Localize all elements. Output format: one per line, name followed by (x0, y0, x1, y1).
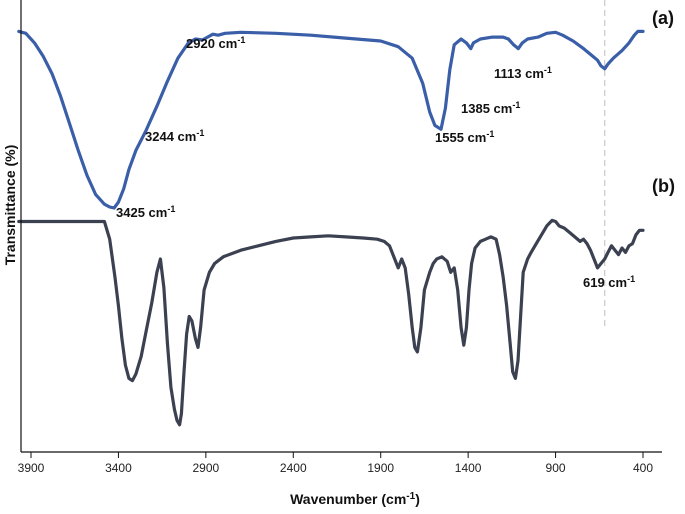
annotation-3425: 3425 cm-1 (116, 204, 175, 220)
panel-label-a: (a) (652, 8, 674, 28)
x-tick-label-1900: 1900 (367, 461, 394, 475)
annotation-1555: 1555 cm-1 (435, 129, 494, 145)
x-tick-label-900: 900 (546, 461, 566, 475)
annotation-619: 619 cm-1 (583, 274, 635, 290)
x-tick-label-3400: 3400 (105, 461, 132, 475)
panel-label-b: (b) (652, 176, 675, 196)
x-tick-label-2900: 2900 (193, 461, 220, 475)
annotation-2920: 2920 cm-1 (186, 35, 245, 51)
x-tick-label-1400: 1400 (455, 461, 482, 475)
x-tick-label-3900: 3900 (18, 461, 45, 475)
spectrum-b-line (17, 218, 645, 427)
annotation-1385: 1385 cm-1 (461, 100, 520, 116)
spectrum-a-line (17, 29, 645, 210)
x-axis-ticks: 3900 3400 2900 2400 1900 1400 900 400 (18, 452, 653, 475)
annotation-1113: 1113 cm-1 (494, 65, 552, 81)
x-axis-title: Wavenumber (cm-1) (290, 491, 420, 507)
y-axis-title: Transmittance (%) (2, 145, 18, 266)
x-tick-label-400: 400 (633, 461, 653, 475)
x-tick-label-2400: 2400 (280, 461, 307, 475)
annotation-3244: 3244 cm-1 (145, 128, 204, 144)
